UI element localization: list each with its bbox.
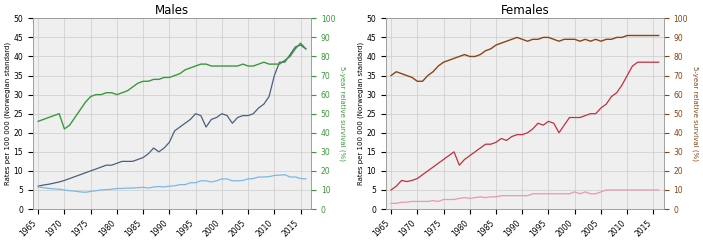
Y-axis label: Rates per 100 000 (Norwegian standard): Rates per 100 000 (Norwegian standard) — [357, 42, 363, 185]
Title: Males: Males — [155, 4, 189, 17]
Y-axis label: Rates per 100 000 (Norwegian standard): Rates per 100 000 (Norwegian standard) — [4, 42, 11, 185]
Title: Females: Females — [501, 4, 549, 17]
Y-axis label: 5-year relative survival (%): 5-year relative survival (%) — [692, 66, 699, 161]
Y-axis label: 5-year relative survival (%): 5-year relative survival (%) — [340, 66, 346, 161]
